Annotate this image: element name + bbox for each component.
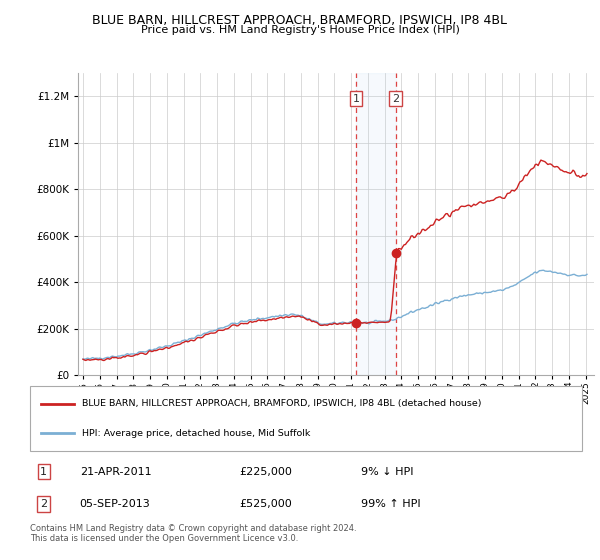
Bar (356, 73, 396, 375)
Text: £525,000: £525,000 (240, 499, 293, 509)
Text: 2: 2 (40, 499, 47, 509)
Text: Contains HM Land Registry data © Crown copyright and database right 2024.
This d: Contains HM Land Registry data © Crown c… (30, 524, 356, 543)
Text: 1: 1 (353, 94, 359, 104)
Text: 99% ↑ HPI: 99% ↑ HPI (361, 499, 421, 509)
Text: 9% ↓ HPI: 9% ↓ HPI (361, 466, 414, 477)
Text: 2: 2 (392, 94, 400, 104)
Text: 1: 1 (40, 466, 47, 477)
Text: Price paid vs. HM Land Registry's House Price Index (HPI): Price paid vs. HM Land Registry's House … (140, 25, 460, 35)
Text: BLUE BARN, HILLCREST APPROACH, BRAMFORD, IPSWICH, IP8 4BL (detached house): BLUE BARN, HILLCREST APPROACH, BRAMFORD,… (82, 399, 482, 408)
Text: 21-APR-2011: 21-APR-2011 (80, 466, 151, 477)
Text: £225,000: £225,000 (240, 466, 293, 477)
Text: 05-SEP-2013: 05-SEP-2013 (80, 499, 151, 509)
Text: BLUE BARN, HILLCREST APPROACH, BRAMFORD, IPSWICH, IP8 4BL: BLUE BARN, HILLCREST APPROACH, BRAMFORD,… (92, 14, 508, 27)
Text: HPI: Average price, detached house, Mid Suffolk: HPI: Average price, detached house, Mid … (82, 429, 311, 438)
